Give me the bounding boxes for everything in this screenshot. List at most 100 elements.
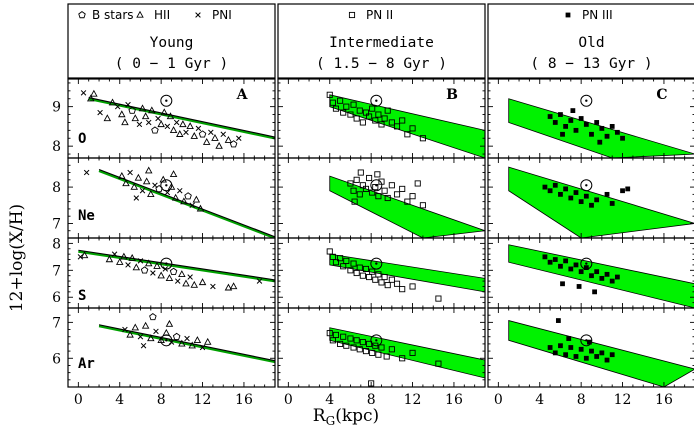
data-point-triangle xyxy=(128,253,136,261)
y-tick-label: 8 xyxy=(52,180,61,196)
data-point-square-open xyxy=(366,174,373,182)
data-point-square-filled xyxy=(568,345,574,350)
column-title-0: Young xyxy=(150,35,194,51)
data-point-square-open xyxy=(326,248,333,255)
fit-line-s xyxy=(78,249,275,281)
data-point-triangle xyxy=(165,319,174,327)
data-point-square-open xyxy=(375,193,382,200)
data-point-pentagon xyxy=(184,192,192,200)
data-point-square-open xyxy=(343,342,350,349)
data-point-triangle xyxy=(215,141,223,149)
data-point-square-open xyxy=(362,185,370,192)
data-point-square-filled xyxy=(563,352,569,358)
data-point-square-open xyxy=(375,351,382,358)
header-box-0 xyxy=(67,3,276,79)
sun-marker xyxy=(160,179,173,192)
data-point-square-open xyxy=(347,111,354,118)
data-point-triangle xyxy=(87,94,95,102)
data-point-square-open xyxy=(337,97,344,104)
data-point-square-open xyxy=(384,194,391,202)
data-point-square-open xyxy=(356,346,363,353)
data-point-square-open xyxy=(375,111,382,118)
data-point-triangle xyxy=(179,120,187,128)
data-point-square-filled xyxy=(578,269,584,275)
data-point-square-filled xyxy=(589,202,594,208)
y-tick-label: 8 xyxy=(52,236,61,252)
data-point-square-open xyxy=(343,257,350,264)
data-point-square-filled xyxy=(566,336,572,341)
x-axis-label-sub: G xyxy=(326,414,336,428)
data-point-square-filled xyxy=(558,191,563,197)
data-point-triangle xyxy=(118,171,126,179)
data-point-cross xyxy=(137,258,144,264)
data-point-triangle xyxy=(180,197,188,205)
data-point-square-filled xyxy=(594,354,600,359)
sun-marker-center xyxy=(165,184,168,187)
data-point-triangle xyxy=(153,262,161,269)
column-title-2: Old xyxy=(578,35,604,51)
x-tick-label: 16 xyxy=(655,392,673,408)
data-point-square-open xyxy=(332,105,340,112)
legend-marker-square-filled xyxy=(565,12,571,18)
sun-marker xyxy=(370,179,383,192)
data-point-square-open xyxy=(388,182,395,189)
legend-marker-cross xyxy=(195,12,201,18)
sun-marker-center xyxy=(165,99,168,102)
sun-marker xyxy=(160,334,173,347)
data-point-cross xyxy=(153,328,159,335)
sun-marker-center xyxy=(375,99,378,102)
data-point-cross xyxy=(177,187,183,194)
data-point-square-open xyxy=(399,355,406,362)
data-point-cross xyxy=(155,115,161,122)
data-point-square-open xyxy=(393,280,401,287)
data-point-square-open xyxy=(347,180,354,187)
column-range-1: ( 1.5 − 8 Gyr ) xyxy=(316,56,447,72)
data-point-square-open xyxy=(404,131,411,138)
legend-label-2-0: PN III xyxy=(582,8,613,22)
data-point-triangle xyxy=(198,278,207,286)
data-point-square-filled xyxy=(583,193,589,199)
fit-line-o xyxy=(88,97,275,138)
data-point-cross xyxy=(127,169,133,176)
sun-marker-center xyxy=(165,339,168,342)
y-tick-label: 7 xyxy=(52,216,61,232)
data-point-square-open xyxy=(353,269,360,277)
data-point-pentagon xyxy=(149,313,157,321)
data-point-triangle xyxy=(165,274,174,282)
data-point-square-filled xyxy=(609,124,615,129)
data-point-square-open xyxy=(353,176,360,183)
legend-marker-square-open xyxy=(348,11,356,19)
data-point-triangle xyxy=(188,341,196,349)
data-point-cross xyxy=(133,195,140,201)
data-point-square-open xyxy=(347,267,354,274)
data-point-pentagon xyxy=(128,106,136,114)
y-tick-label: 6 xyxy=(52,351,61,367)
panel-letter-1: B xyxy=(446,87,458,103)
data-point-square-open xyxy=(409,125,416,132)
data-point-square-filled xyxy=(587,339,592,345)
data-point-square-open xyxy=(332,331,340,338)
data-point-square-open xyxy=(378,344,385,351)
data-point-square-open xyxy=(384,107,391,114)
point-group-s-1 xyxy=(326,248,442,302)
x-axis-label: RG(kpc) xyxy=(313,406,379,428)
data-point-cross xyxy=(183,129,189,136)
data-point-cross xyxy=(220,131,227,138)
y-tick-label: 7 xyxy=(52,315,61,331)
point-group-ar-2 xyxy=(547,318,615,363)
data-point-square-open xyxy=(393,123,401,130)
data-point-triangle xyxy=(203,337,212,345)
sun-marker-center xyxy=(585,184,588,187)
data-point-square-filled xyxy=(542,254,548,260)
point-group-s-0 xyxy=(77,251,263,291)
frame-layer xyxy=(67,3,694,388)
data-point-cross xyxy=(256,278,263,284)
data-point-square-open xyxy=(399,286,406,293)
data-point-triangle xyxy=(90,89,98,97)
data-point-square-open xyxy=(375,271,382,278)
gradient-band-ne-2 xyxy=(508,166,694,238)
data-point-square-filled xyxy=(558,112,563,117)
element-label-ar: Ar xyxy=(78,356,95,372)
data-point-triangle xyxy=(118,110,126,118)
panel-letter-2: C xyxy=(656,87,667,103)
